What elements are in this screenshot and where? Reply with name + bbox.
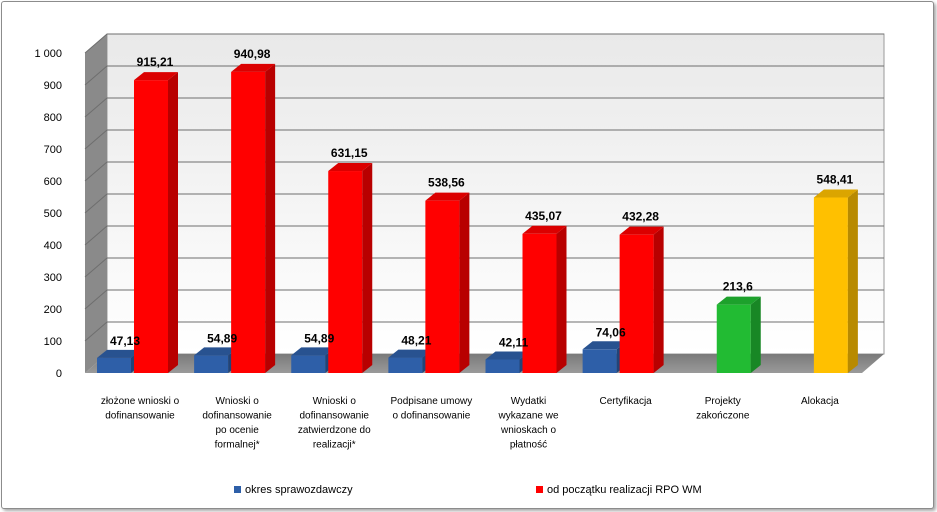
x-category-label: Alokacja: [801, 396, 839, 407]
legend-rpo-swatch: [536, 486, 543, 493]
gridline-side: [84, 225, 108, 246]
x-category-label: Wnioski o dofinansowanie zatwierdzone do re…: [298, 396, 371, 451]
bar-rpo-5-top: [619, 226, 664, 235]
y-tick-label: 800: [44, 112, 62, 124]
bar-rpo-7-side: [847, 189, 858, 373]
data-label-rpo: 548,41: [817, 173, 854, 187]
bar-rpo-3-top: [425, 192, 470, 201]
data-label-okres: 54,89: [207, 331, 237, 345]
y-tick-label: 400: [44, 240, 62, 252]
bar-rpo-1-side: [265, 63, 276, 373]
bar-rpo-3-front: [425, 200, 460, 373]
x-category-label: Wydatki wykazane we wnioskach o płatność: [497, 396, 558, 451]
bar-okres-0-top: [97, 349, 141, 358]
bar-rpo-0: [134, 72, 178, 373]
data-label-okres: 54,89: [304, 331, 334, 345]
legend-okres-swatch: [234, 486, 241, 493]
data-label-okres: 47,13: [110, 334, 140, 348]
legend-rpo: od początku realizacji RPO WM: [536, 484, 702, 496]
floor: [85, 354, 884, 373]
bar-rpo-1-top: [231, 63, 276, 72]
bar-rpo-2: [328, 163, 373, 373]
bar-rpo-7-top: [813, 189, 858, 198]
data-label-okres: 48,21: [401, 334, 431, 348]
gridline-side: [84, 321, 108, 342]
y-tick-label: 500: [44, 208, 62, 220]
bar-rpo-0-side: [168, 72, 178, 373]
data-label-okres: 42,11: [499, 336, 529, 350]
data-label-rpo: 940,98: [234, 47, 271, 61]
y-tick-label: 200: [44, 304, 62, 316]
bar-rpo-4-side: [556, 225, 567, 373]
bar-okres-3-top: [388, 349, 433, 358]
bar-rpo-1-front: [231, 71, 266, 373]
gridline-side: [84, 193, 108, 214]
y-tick-label: 1 000: [34, 48, 62, 60]
legend-rpo-label: od początku realizacji RPO WM: [547, 484, 702, 496]
gridline-side: [84, 161, 108, 182]
bar-okres-0-front: [97, 357, 131, 373]
data-label-rpo: 915,21: [137, 55, 174, 69]
y-tick-label: 300: [44, 272, 62, 284]
x-category-label: Certyfikacja: [600, 396, 653, 407]
legend-okres-label: okres sprawozdawczy: [245, 484, 353, 496]
gridline-side: [84, 289, 108, 310]
gridline-side: [84, 65, 108, 86]
bar-rpo-2-side: [362, 163, 373, 373]
gridline-side: [84, 129, 108, 150]
bar-rpo-6-side: [750, 296, 761, 373]
bar-okres-4-front: [485, 359, 520, 373]
bar-rpo-4-front: [522, 233, 557, 373]
x-category-label: złożone wnioski o dofinansowanie: [101, 396, 180, 422]
bar-rpo-7-front: [813, 197, 848, 373]
bar-okres-2: [291, 347, 336, 373]
bar-rpo-5-front: [619, 234, 654, 373]
bar-rpo-4: [522, 225, 567, 373]
data-label-rpo: 432,28: [622, 210, 659, 224]
bar-rpo-0-top: [134, 72, 178, 81]
bar-rpo-2-top: [328, 163, 373, 172]
bar-rpo-5: [619, 226, 664, 373]
bar-okres-4-top: [485, 351, 530, 360]
bar-okres-5-top: [582, 341, 627, 350]
y-tick-label: 900: [44, 80, 62, 92]
bar-rpo-3: [425, 192, 470, 373]
data-label-rpo: 538,56: [428, 176, 465, 190]
legend-okres: okres sprawozdawczy: [234, 484, 353, 496]
bar-rpo-6-front: [716, 304, 751, 373]
data-label-rpo: 213,6: [723, 280, 753, 294]
data-label-rpo: 435,07: [525, 209, 562, 223]
x-category-label: Wnioski o dofinansowanie po ocenie formalne…: [202, 396, 272, 451]
x-category-label: Podpisane umowy o dofinansowanie: [391, 396, 473, 422]
bar-okres-2-top: [291, 347, 336, 356]
data-label-rpo: 631,15: [331, 146, 368, 160]
gridline-side: [84, 33, 108, 54]
bar-okres-3-front: [388, 357, 423, 373]
y-tick-label: 600: [44, 176, 62, 188]
y-tick-label: 100: [44, 336, 62, 348]
bar-rpo-1: [231, 63, 276, 373]
x-category-label: Projekty zakończone: [696, 396, 750, 422]
bar-rpo-2-front: [328, 171, 363, 373]
bar-rpo-4-top: [522, 225, 567, 234]
bar-rpo-7: [813, 189, 858, 373]
bar-okres-0: [97, 349, 141, 373]
bar-okres-1-front: [194, 355, 229, 373]
bar-rpo-6: [716, 296, 761, 373]
bar-okres-1-top: [194, 347, 239, 356]
bar-rpo-5-side: [653, 226, 664, 373]
gridline-side: [84, 257, 108, 278]
bar-rpo-0-front: [134, 80, 168, 373]
gridline-side: [84, 97, 108, 118]
bar-rpo-6-top: [716, 296, 761, 305]
y-tick-label: 700: [44, 144, 62, 156]
y-tick-label: 0: [56, 368, 62, 380]
bar-okres-2-front: [291, 355, 326, 373]
bar-okres-5-front: [582, 349, 617, 373]
data-label-okres: 74,06: [596, 325, 626, 339]
bar-rpo-3-side: [459, 192, 470, 373]
